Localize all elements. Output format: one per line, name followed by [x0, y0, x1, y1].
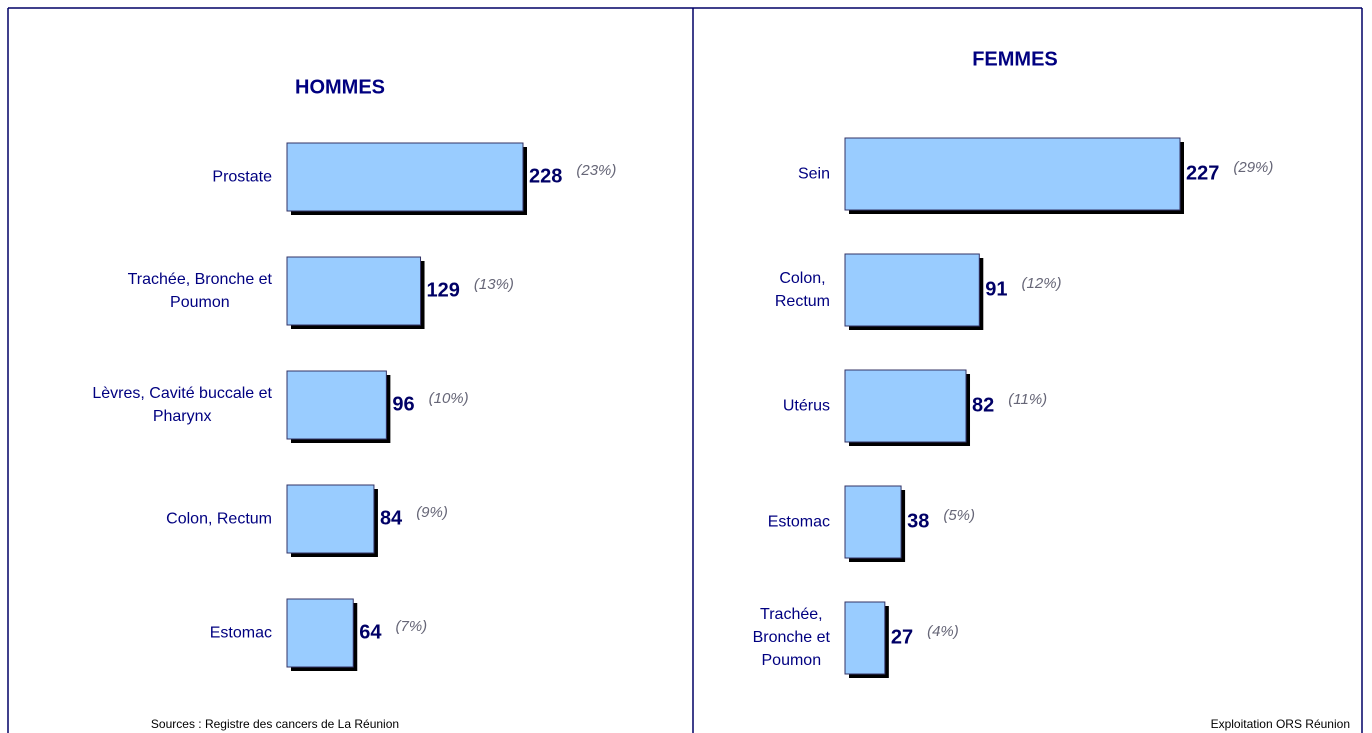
chart-title: FEMMES	[972, 48, 1058, 71]
share-label: (13%)	[473, 276, 514, 294]
share-label: (23%)	[576, 162, 617, 180]
bar	[844, 485, 902, 559]
category-label: Lèvres, Cavité buccale et Pharynx	[92, 384, 272, 425]
bar	[844, 369, 967, 443]
share-label: (9%)	[416, 504, 448, 522]
value-label: 227	[1186, 162, 1220, 185]
value-label: 27	[890, 626, 914, 649]
category-label: Utérus	[782, 397, 830, 415]
category-label: Trachée, Bronche et Poumon	[752, 606, 830, 670]
bar	[286, 370, 387, 440]
bar	[844, 253, 980, 327]
bar	[844, 601, 886, 675]
value-label: 38	[907, 510, 930, 533]
share-label: (5%)	[943, 507, 975, 525]
value-label: 91	[985, 278, 1008, 301]
value-label: 82	[972, 394, 995, 417]
chart-title: HOMMES	[295, 76, 385, 99]
category-label: Colon, Rectum	[774, 269, 830, 310]
value-label: 228	[529, 165, 563, 188]
sources: Sources : Registre des cancers de La Réu…	[150, 717, 400, 731]
bar	[286, 484, 375, 554]
share-label: (7%)	[395, 618, 428, 636]
value-label: 129	[426, 279, 460, 302]
share-label: (29%)	[1233, 159, 1274, 177]
category-label: Estomac	[767, 513, 830, 531]
value-label: 84	[379, 507, 403, 530]
category-label: Colon, Rectum	[166, 510, 272, 528]
share-label: (10%)	[428, 390, 469, 408]
category-label: Estomac	[209, 624, 272, 642]
value-label: 96	[392, 393, 415, 416]
bar	[286, 142, 524, 212]
share-label: (11%)	[1008, 391, 1048, 409]
category-label: Sein	[797, 165, 830, 183]
bar	[844, 137, 1181, 211]
credit: Exploitation ORS Réunion	[1210, 717, 1350, 731]
share-label: (4%)	[927, 623, 959, 641]
category-label: Trachée, Bronche et Poumon	[127, 270, 272, 311]
share-label: (12%)	[1021, 275, 1062, 293]
bar	[286, 598, 354, 668]
value-label: 64	[359, 621, 382, 644]
bar	[286, 256, 422, 326]
category-label: Prostate	[212, 168, 272, 186]
